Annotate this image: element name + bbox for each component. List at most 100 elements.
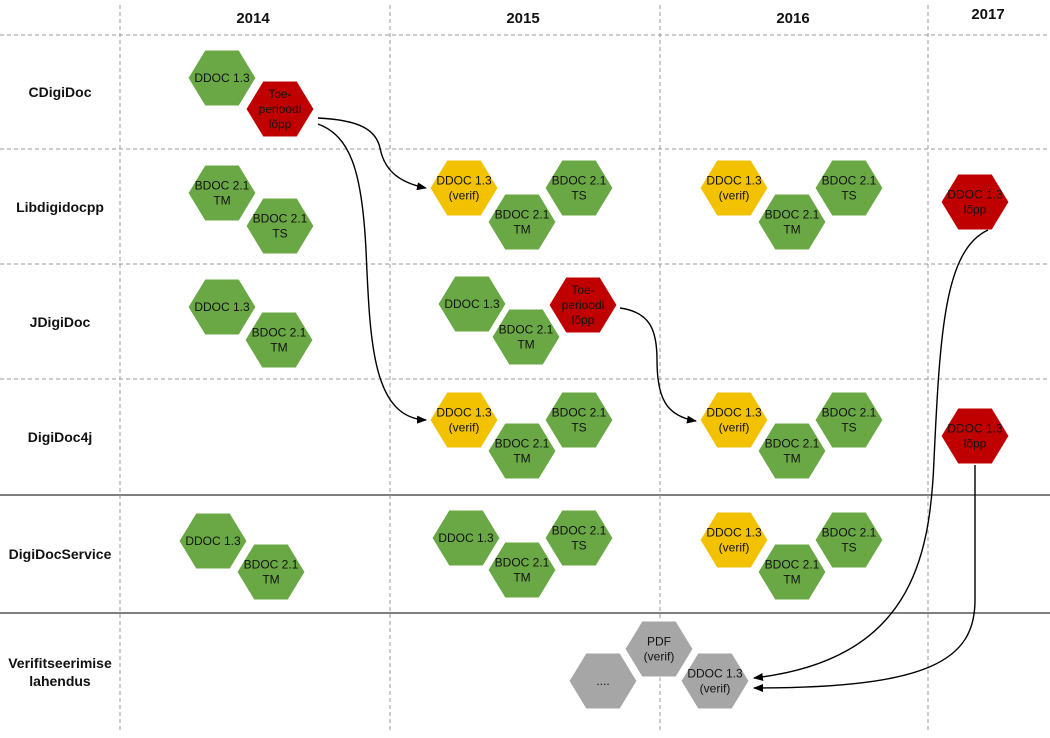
hexagon-label: BDOC 2.1: [495, 208, 550, 222]
hexagon-label: (verif): [719, 421, 750, 435]
hexagon-label: BDOC 2.1: [765, 208, 820, 222]
hexagon-label: DDOC 1.3: [194, 300, 250, 314]
hexagon-label: BDOC 2.1: [253, 212, 308, 226]
hexagon-label: BDOC 2.1: [495, 437, 550, 451]
hexagon-label: TM: [513, 223, 530, 237]
hexagon-label: DDOC 1.3: [706, 526, 762, 540]
hexagon-shape: [487, 541, 557, 599]
hexagon-label: ....: [596, 674, 609, 688]
hexagon-label: TM: [270, 341, 287, 355]
hexagon-shape: [940, 173, 1010, 231]
hexagon-label: lõpp: [964, 203, 987, 217]
year-header-2015: 2015: [506, 10, 539, 27]
hexagon-label: DDOC 1.3: [947, 422, 1003, 436]
arrow-jdd-lopp-to-dd4j-verif-2016: [619, 307, 697, 424]
hexagon-label: BDOC 2.1: [552, 524, 607, 538]
hexagon-dd4j-bdoc21ts-2016: BDOC 2.1TS: [814, 391, 884, 449]
row-labels: CDigiDoc Libdigidocpp JDigiDoc DigiDoc4j Dig…: [8, 84, 112, 689]
hexagon-label: BDOC 2.1: [552, 174, 607, 188]
arrow-dd4j-lopp-to-ver-ddoc: [753, 464, 976, 692]
hexagon-shape: [431, 509, 501, 567]
hexagon-label: TS: [571, 189, 586, 203]
hexagon-shape: [544, 391, 614, 449]
hexagon-shape: [568, 652, 638, 710]
hexagon-shape: [624, 620, 694, 678]
hexagon-label: DDOC 1.3: [706, 174, 762, 188]
hexagon-jdd-ddoc13-2014: DDOC 1.3: [187, 278, 257, 336]
row-label: DigiDocService: [9, 546, 112, 562]
hexagon-dd4j-bdoc21tm-2015: BDOC 2.1TM: [487, 422, 557, 480]
hexagon-shape: [544, 509, 614, 567]
hexagon-shape: [814, 159, 884, 217]
hexagon-label: TS: [841, 541, 856, 555]
row-label: DigiDoc4j: [28, 429, 93, 445]
hexagon-label: BDOC 2.1: [244, 558, 299, 572]
hexagon-dds-bdoc21ts-2015: BDOC 2.1TS: [544, 509, 614, 567]
hexagon-label: DDOC 1.3: [687, 667, 743, 681]
hexagon-label: PDF: [647, 635, 671, 649]
hexagon-label: DDOC 1.3: [706, 406, 762, 420]
hexagon-shape: [437, 275, 507, 333]
hexagon-label: DDOC 1.3: [947, 188, 1003, 202]
arrow-layer: [317, 117, 989, 692]
hexagon-label: BDOC 2.1: [499, 323, 554, 337]
hexagon-label: BDOC 2.1: [765, 437, 820, 451]
hexagon-label: TS: [571, 421, 586, 435]
hexagon-shape: [699, 511, 769, 569]
arrow-cdd-lopp-to-dd4j-verif: [317, 123, 427, 424]
hexagon-label: DDOC 1.3: [194, 71, 250, 85]
hexagon-label: DDOC 1.3: [444, 297, 500, 311]
hexagon-shape: [757, 193, 827, 251]
hexagon-shape: [187, 49, 257, 107]
hexagon-dd4j-bdoc21tm-2016: BDOC 2.1TM: [757, 422, 827, 480]
hexagon-label: BDOC 2.1: [765, 558, 820, 572]
hexagon-dds-bdoc21tm-2016: BDOC 2.1TM: [757, 543, 827, 601]
year-headers: 2014 2015 2016 2017: [236, 6, 1004, 27]
hexagon-shape: [544, 159, 614, 217]
hexagon-label: DDOC 1.3: [438, 531, 494, 545]
hexagon-lib-bdoc21tm-2016: BDOC 2.1TM: [757, 193, 827, 251]
hexagon-ver-ddoc13-verif: DDOC 1.3(verif): [680, 652, 750, 710]
hexagon-shape: [491, 308, 561, 366]
hexagon-lib-bdoc21tm-2015: BDOC 2.1TM: [487, 193, 557, 251]
hexagon-ver-pdf-verif: PDF(verif): [624, 620, 694, 678]
hexagon-dds-bdoc21tm-2014: BDOC 2.1TM: [236, 543, 306, 601]
hexagon-dd4j-bdoc21ts-2015: BDOC 2.1TS: [544, 391, 614, 449]
hexagon-shape: [757, 422, 827, 480]
hexagon-label: TM: [513, 452, 530, 466]
hexagon-lib-bdoc21ts-2014: BDOC 2.1TS: [245, 197, 315, 255]
arrow-lib-lopp-to-ver-ddoc: [753, 229, 989, 681]
hexagon-shape: [187, 164, 257, 222]
hexagon-lib-bdoc21ts-2016: BDOC 2.1TS: [814, 159, 884, 217]
hexagon-shape: [814, 391, 884, 449]
hexagon-shape: [236, 543, 306, 601]
hexagon-label: TM: [213, 194, 230, 208]
hexagon-dd4j-ddoc13verif-2016: DDOC 1.3(verif): [699, 391, 769, 449]
hexagon-label: TS: [272, 227, 287, 241]
row-label: Libdigidocpp: [16, 199, 104, 215]
hexagon-dds-ddoc13-2015: DDOC 1.3: [431, 509, 501, 567]
hexagon-label: DDOC 1.3: [436, 174, 492, 188]
row-label: Verifitseerimise: [8, 655, 112, 671]
hexagon-label: TM: [262, 573, 279, 587]
year-header-2016: 2016: [776, 10, 809, 27]
hexagon-shape: [487, 193, 557, 251]
row-label: JDigiDoc: [30, 314, 91, 330]
hexagon-label: TM: [517, 338, 534, 352]
arrow-cdd-lopp-to-lib-verif: [317, 117, 427, 191]
hexagon-lib-ddoc13verif-2015: DDOC 1.3(verif): [429, 159, 499, 217]
hexagon-label: lõpp: [964, 437, 987, 451]
hexagon-label: TM: [783, 573, 800, 587]
hexagon-label: BDOC 2.1: [552, 406, 607, 420]
hexagon-label: Toe-: [268, 87, 291, 101]
hexagon-lib-bdoc21ts-2015: BDOC 2.1TS: [544, 159, 614, 217]
hexagon-label: Toe-: [571, 283, 594, 297]
hexagon-label: BDOC 2.1: [495, 556, 550, 570]
hexagon-shape: [548, 276, 618, 334]
hexagon-ver-ellipsis: ....: [568, 652, 638, 710]
hexagon-shape: [429, 391, 499, 449]
hexagon-label: DDOC 1.3: [436, 406, 492, 420]
hexagon-jdd-bdoc21tm-2015: BDOC 2.1TM: [491, 308, 561, 366]
